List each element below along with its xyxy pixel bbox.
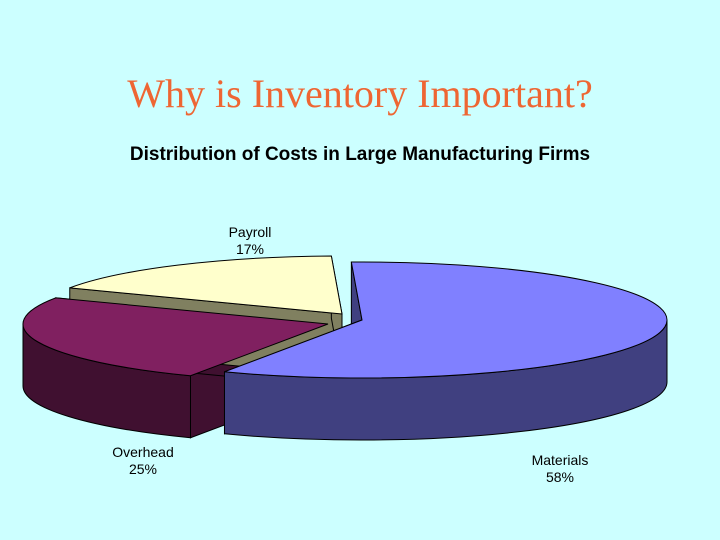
slide-title: Why is Inventory Important? — [127, 71, 593, 116]
payroll-slice — [69, 255, 343, 315]
materials-value-label: 58% — [545, 469, 575, 485]
slice-label-payroll: Payroll 17% — [190, 224, 310, 258]
materials-slice — [224, 261, 668, 379]
materials-category-label: Materials — [531, 452, 589, 468]
overhead-category-label: Overhead — [112, 444, 174, 460]
overhead-slice — [22, 297, 329, 377]
chart-title: Distribution of Costs in Large Manufactu… — [129, 144, 591, 165]
slice-label-overhead: Overhead 25% — [83, 444, 203, 478]
payroll-value-label: 17% — [235, 241, 265, 257]
overhead-value-label: 25% — [128, 461, 158, 477]
payroll-category-label: Payroll — [228, 224, 272, 240]
slice-label-materials: Materials 58% — [500, 452, 620, 486]
